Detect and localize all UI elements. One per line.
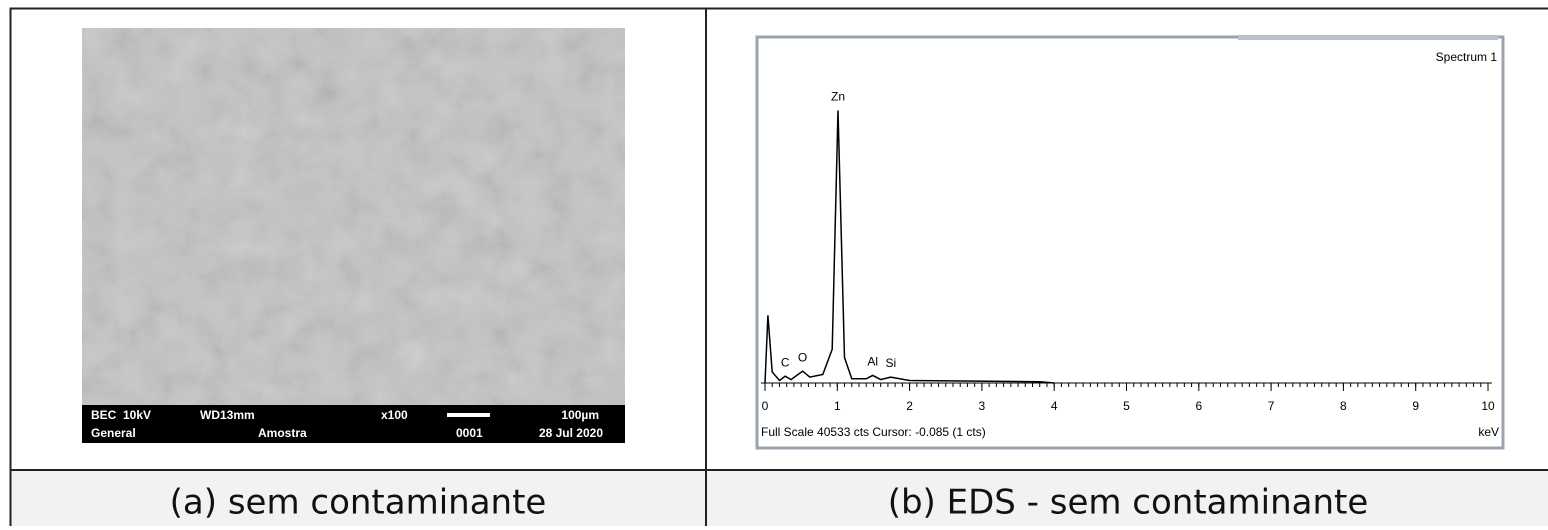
peak-label: O: [798, 350, 807, 364]
figure: (a) sem contaminante (b) EDS - sem conta…: [0, 0, 1548, 526]
caption: (a) sem contaminante: [170, 483, 547, 523]
info-text: 100µm: [561, 408, 599, 422]
info-text: 28 Jul 2020: [539, 426, 603, 440]
caption: (b) EDS - sem contaminante: [888, 483, 1369, 523]
peak-label: Al: [867, 355, 878, 369]
sem-texture: [82, 28, 625, 406]
info-text: x100: [381, 408, 408, 422]
x-tick-label: 6: [1195, 399, 1202, 413]
x-tick-label: 1: [834, 399, 841, 413]
info-text: BEC 10kV: [91, 408, 151, 422]
info-text: 0001: [456, 426, 483, 440]
eds-window: [757, 37, 1503, 448]
x-tick-label: 5: [1123, 399, 1130, 413]
info-text: WD13mm: [200, 408, 255, 422]
x-tick-label: 4: [1051, 399, 1058, 413]
window-bar: [1238, 35, 1498, 40]
sem-image: BEC 10kV WD13mm x100 100µm General Amost…: [82, 28, 625, 443]
x-tick-label: 8: [1340, 399, 1347, 413]
x-axis-label: keV: [1478, 425, 1499, 439]
x-tick-label: 0: [762, 399, 769, 413]
info-text: Amostra: [258, 426, 307, 440]
x-tick-label: 2: [906, 399, 913, 413]
peak-label: Zn: [831, 90, 845, 104]
footer-text: Full Scale 40533 cts Cursor: -0.085 (1 c…: [761, 425, 986, 439]
peak-label: Si: [885, 356, 896, 370]
x-tick-label: 10: [1481, 399, 1495, 413]
x-tick-label: 7: [1268, 399, 1275, 413]
peak-label: C: [781, 355, 790, 369]
info-text: General: [91, 426, 136, 440]
x-tick-label: 3: [979, 399, 986, 413]
x-tick-label: 9: [1412, 399, 1419, 413]
chart-title: Spectrum 1: [1436, 50, 1498, 64]
